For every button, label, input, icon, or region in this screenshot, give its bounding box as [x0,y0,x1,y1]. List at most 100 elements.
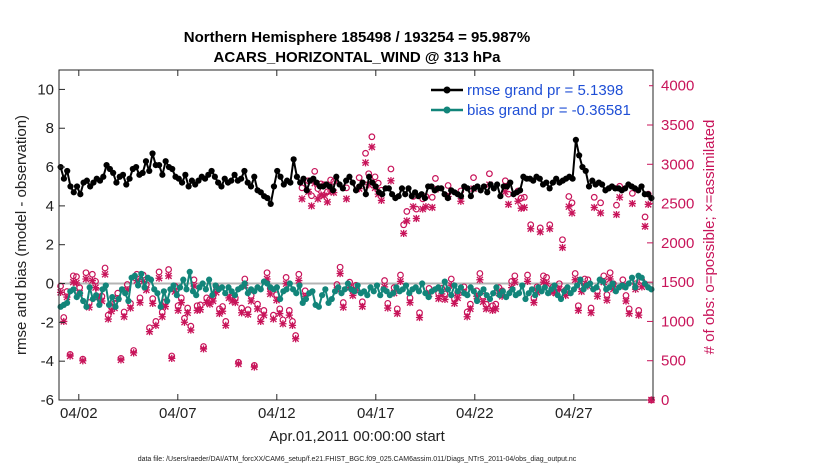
obs-assimilated-marker [542,280,551,288]
rmse-point [73,183,81,190]
bias-point [373,282,381,289]
bias-point [134,282,142,289]
obs-possible-marker [486,170,493,178]
bias-point [164,297,171,305]
rmse-point [536,175,543,182]
obs-assimilated-marker [616,193,624,201]
rmse-point [329,187,337,194]
bias-point [528,286,536,293]
obs-assimilated-marker [406,298,414,307]
rmse-point [228,177,235,184]
bias-point [377,292,384,299]
obs-assimilated-marker [473,292,481,300]
bias-point [209,292,216,299]
rmse-point [648,195,655,202]
obs-assimilated-marker [365,181,373,189]
rmse-point [372,183,379,190]
rmse-point [159,171,166,178]
legend: rmse grand pr = 5.1398 bias grand pr = -… [425,76,649,122]
obs-possible-marker [520,193,528,201]
obs-assimilated-marker [238,309,246,317]
obs-assimilated-marker [349,291,357,300]
obs-possible-marker [400,221,408,229]
obs-assimilated-marker [269,315,278,323]
y-tick-label: -2 [41,314,54,331]
bias-point [147,276,155,283]
obs-assimilated-marker [454,294,462,302]
bias-point [176,284,184,291]
obs-possible-marker [327,176,334,184]
rmse-point [100,173,107,180]
rmse-point [359,179,366,186]
bias-point [231,292,239,299]
bias-point [438,288,445,295]
x-tick-label: 04/12 [258,405,296,422]
obs-assimilated-marker [253,305,262,313]
bias-point [180,276,187,283]
bias-point [202,286,209,293]
obs-assimilated-marker [323,198,332,206]
rmse-point [572,136,579,143]
obs-possible-marker [444,182,452,189]
rmse-point [126,175,133,182]
obs-assimilated-marker [228,297,236,305]
x-tick-label: 04/27 [555,405,593,422]
rmse-point [546,185,553,192]
rmse-point [293,173,301,180]
bias-point [277,295,284,303]
obs-assimilated-marker [260,311,268,319]
rmse-point [290,156,297,163]
bias-point [425,294,432,301]
obs-assimilated-marker [488,306,497,315]
x-tick-label: 04/17 [357,405,395,422]
obs-assimilated-marker [565,203,573,211]
y-axis-left-ticks: -6 -4 -2 0 2 4 6 8 10 [37,81,65,409]
obs-assimilated-marker [612,210,621,219]
rmse-point [162,158,169,165]
rmse-point [398,185,406,192]
bias-point [302,295,310,303]
rmse-point [457,193,465,200]
obs-assimilated-marker [177,298,185,307]
obs-assimilated-marker [307,202,316,210]
data-file-footer: data file: /Users/raeder/DAI/ATM_forcXX/… [138,456,577,463]
bias-point [473,297,481,305]
bias-point [193,292,200,299]
obs-assimilated-marker [117,356,125,364]
obs-assimilated-marker [279,320,287,328]
obs-assimilated-marker [101,270,109,278]
rmse-series-group [57,136,655,208]
bias-point [557,295,565,303]
obs-assimilated-marker [104,315,112,323]
y2-tick-label: 0 [661,392,669,409]
bias-point [532,292,539,299]
rmse-point [241,167,248,175]
plot-frame [58,69,654,401]
rmse-point [133,163,140,171]
bias-point [63,299,71,307]
obs-assimilated-marker [203,298,211,307]
obs-possible-marker [628,189,636,197]
obs-possible-marker [559,236,566,244]
rmse-point [182,171,189,178]
obs-possible-marker [641,213,649,221]
obs-assimilated-marker [79,357,87,365]
y-tick-label: 4 [46,198,54,215]
obs-assimilated-marker [339,303,347,311]
obs-possible-marker [355,174,363,182]
bias-point [199,280,206,287]
rmse-point [67,183,74,190]
rmse-point [270,183,278,190]
obs-assimilated-marker [596,209,605,217]
bias-point [206,276,213,283]
obs-assimilated-marker [622,297,630,305]
rmse-point [362,191,369,198]
bias-point [257,286,264,293]
bias-point [577,276,584,283]
legend-box [425,76,649,122]
obs-assimilated-marker [635,311,643,319]
obs-possible-marker [597,199,604,207]
bias-point [218,284,226,291]
obs-assimilated-marker [574,306,582,315]
